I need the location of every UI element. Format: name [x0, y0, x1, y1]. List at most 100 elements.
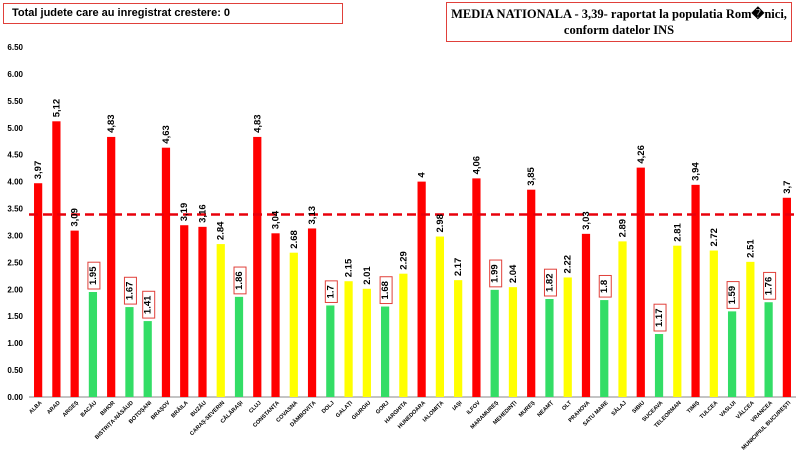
category-label: GORJ — [375, 400, 390, 415]
y-tick-label: 0.00 — [7, 393, 23, 402]
category-label: SIBIU — [631, 400, 646, 415]
value-label: 4,83 — [106, 114, 117, 133]
value-label: 3,03 — [581, 211, 592, 230]
bar — [618, 241, 627, 397]
bar — [34, 183, 43, 397]
notice-box: Total judete care au inregistrat crester… — [3, 3, 343, 24]
chart-title-box: MEDIA NATIONALA - 3,39- raportat la popu… — [446, 2, 792, 42]
bar — [636, 167, 645, 397]
bar — [508, 287, 518, 397]
category-label: ARAD — [46, 400, 62, 416]
category-label: BRAȘOV — [150, 400, 171, 421]
bar — [563, 277, 572, 397]
value-label: 2.72 — [709, 228, 720, 247]
category-label: BUZĂU — [189, 399, 208, 418]
value-label: 3,13 — [307, 206, 318, 225]
bar — [216, 244, 225, 397]
value-label: 4,26 — [636, 145, 647, 164]
category-label: IAȘI — [452, 400, 464, 412]
value-label: 3,16 — [197, 204, 208, 223]
chart-title-line2: conform datelor INS — [563, 23, 675, 37]
category-label: BRĂILA — [170, 399, 190, 419]
y-tick-label: 1.50 — [7, 312, 23, 321]
bar — [654, 334, 664, 397]
value-label: 5,12 — [51, 99, 62, 118]
value-label: 1.68 — [380, 281, 391, 300]
value-label: 2.04 — [508, 264, 519, 283]
value-label: 1.67 — [124, 282, 135, 301]
bar — [600, 300, 609, 397]
bar — [88, 292, 98, 397]
category-label: BACĂU — [79, 399, 98, 418]
bar — [472, 178, 481, 397]
value-label: 1.99 — [490, 264, 501, 283]
value-label-box — [142, 290, 156, 319]
value-label: 4,63 — [161, 125, 172, 144]
value-label-box — [489, 259, 503, 288]
bar — [52, 121, 61, 398]
value-label-box — [123, 276, 137, 305]
value-label: 1.41 — [143, 295, 154, 314]
category-label: TIMIȘ — [686, 400, 701, 415]
value-label: 1.59 — [727, 286, 738, 305]
value-label: 3,7 — [782, 181, 793, 194]
bar — [344, 281, 353, 397]
bar — [70, 230, 79, 397]
notice-text: Total judete care au inregistrat crester… — [12, 7, 231, 19]
y-tick-label: 1.00 — [7, 339, 23, 348]
bar — [198, 226, 207, 397]
bar — [454, 280, 463, 397]
value-label: 1.82 — [544, 274, 555, 293]
value-label: 3,09 — [70, 208, 81, 227]
category-label: ARGEȘ — [62, 400, 80, 418]
bar — [490, 289, 499, 397]
chart-title-line1: MEDIA NATIONALA - 3,39- raportat la popu… — [451, 7, 787, 21]
value-label: 3,94 — [691, 162, 702, 181]
value-label: 3,85 — [526, 166, 537, 185]
bar — [161, 147, 171, 397]
bar — [380, 306, 390, 397]
value-label-box — [653, 303, 667, 332]
bar — [143, 321, 152, 397]
value-label: 2.68 — [289, 230, 300, 249]
value-label: 1.17 — [654, 309, 665, 328]
bar — [326, 305, 335, 397]
value-label-box — [543, 268, 557, 297]
bar — [417, 181, 426, 397]
bar — [399, 273, 408, 397]
category-label: ILFOV — [466, 400, 482, 416]
y-tick-label: 3.00 — [7, 231, 23, 240]
y-tick-label: 4.50 — [7, 151, 23, 160]
bar — [581, 233, 591, 397]
bar — [691, 184, 700, 397]
bar — [307, 228, 317, 397]
bar — [782, 197, 791, 397]
value-label-box — [324, 280, 338, 303]
y-tick-label: 5.50 — [7, 97, 23, 106]
bar — [746, 261, 755, 397]
value-label-box — [726, 281, 740, 309]
value-label: 2.22 — [563, 255, 574, 274]
value-label: 3,19 — [179, 203, 190, 222]
value-label: 2.51 — [745, 239, 756, 258]
value-label: 2.01 — [362, 266, 373, 285]
value-label-box — [598, 274, 612, 298]
y-tick-label: 0.50 — [7, 366, 23, 375]
bar — [727, 311, 737, 397]
value-label: 3,04 — [271, 210, 282, 229]
value-label: 3,97 — [33, 161, 44, 180]
value-label-box — [233, 266, 247, 295]
bar — [180, 225, 189, 397]
y-tick-label: 6.50 — [7, 43, 23, 52]
y-tick-label: 2.00 — [7, 285, 23, 294]
value-label: 1.8 — [599, 280, 610, 293]
value-label: 4,83 — [252, 114, 263, 133]
y-tick-label: 4.00 — [7, 178, 23, 187]
value-label: 1.7 — [325, 285, 336, 298]
bar — [362, 288, 371, 397]
value-label: 2.98 — [435, 214, 446, 233]
bar — [673, 245, 682, 397]
value-label: 1.76 — [764, 277, 775, 296]
category-label: DOLJ — [321, 400, 336, 415]
